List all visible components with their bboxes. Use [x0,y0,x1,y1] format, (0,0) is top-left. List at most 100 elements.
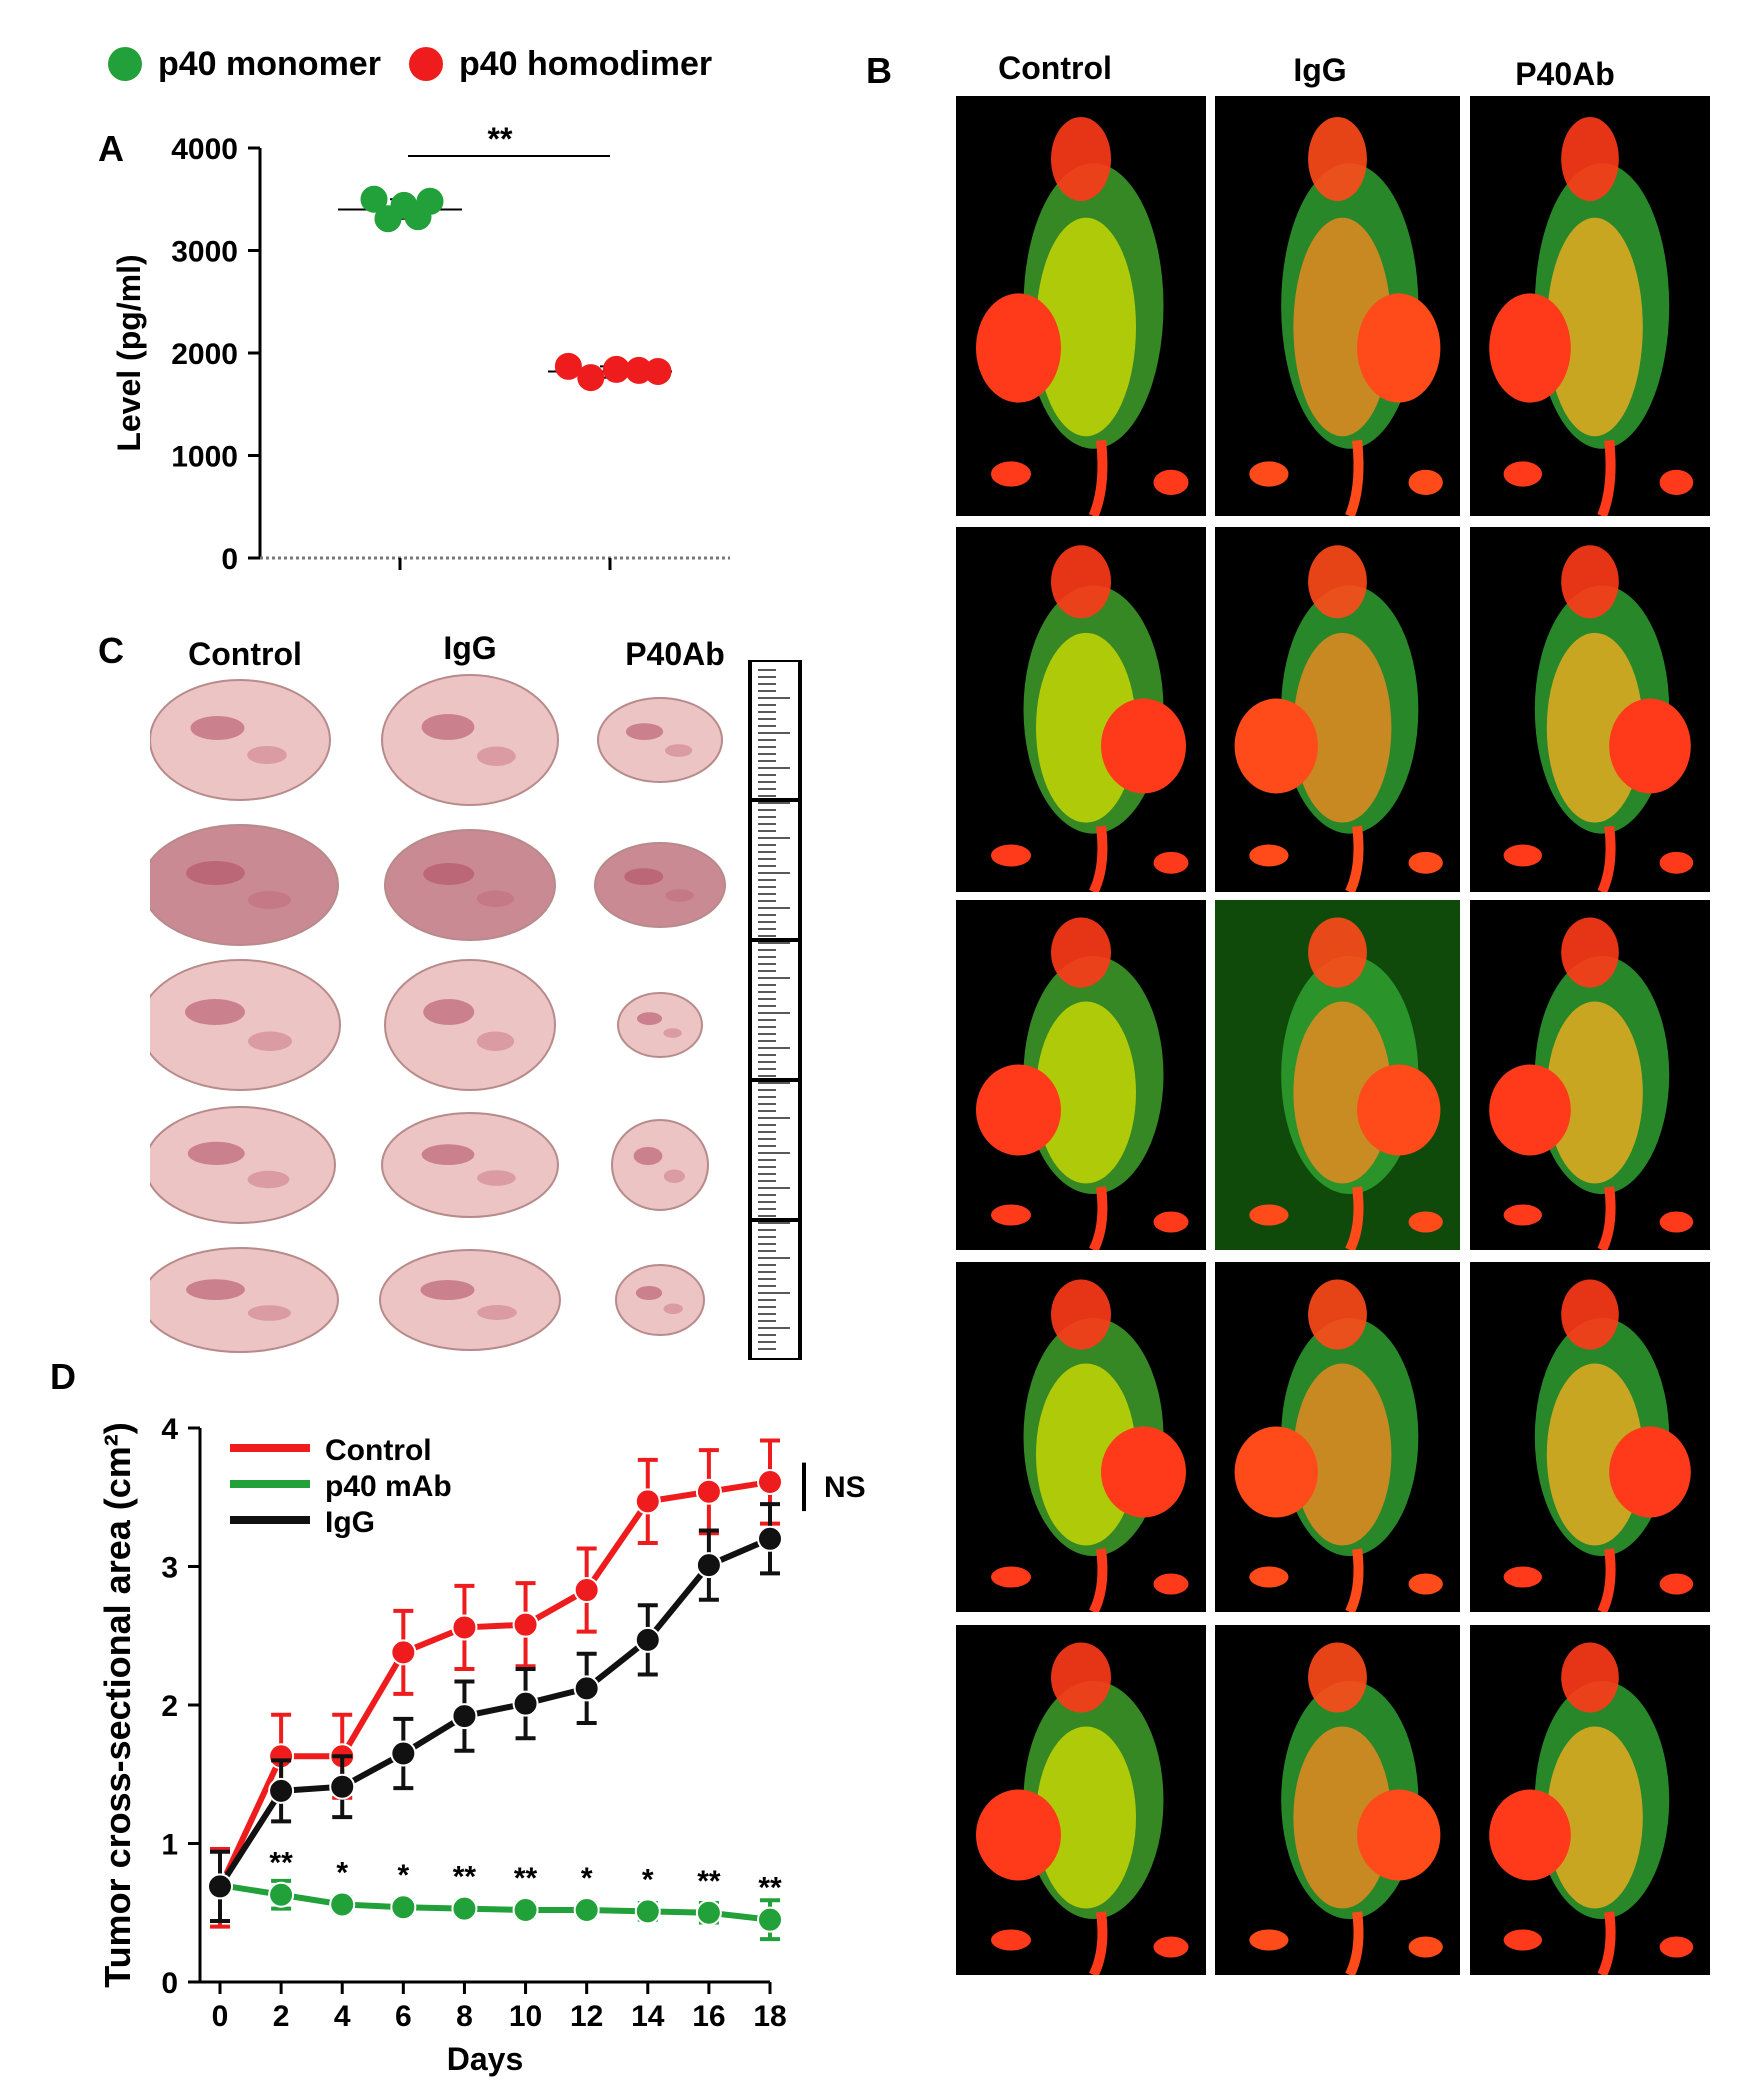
ruler [748,660,802,1360]
mouse-tail [1088,1548,1108,1612]
tumor-specimen [150,959,341,1091]
mouse-paw [1659,1573,1694,1595]
tumor-hemorrhage [476,890,515,907]
series-line [217,1479,771,1890]
tumor-specimen [150,679,331,801]
y-tick-label: 2 [161,1690,178,1723]
tumor-hemorrhage [247,1305,291,1321]
mouse-fluorescence-image [956,1262,1206,1612]
panel-label-a: A [98,128,124,169]
data-point [268,1777,295,1804]
mouse-paw [1408,469,1443,495]
mouse-fluorescence [1293,1363,1392,1546]
tumor-signal [976,1064,1061,1156]
tumor-tissue [150,1247,339,1353]
x-tick-label: 2 [273,2000,290,2033]
mouse-head [1051,545,1111,619]
tumor-tissue [597,697,723,783]
tumor-signal [1357,1789,1441,1881]
data-point [757,1469,783,1496]
mouse-head [1561,117,1619,201]
legend-label-homodimer: p40 homodimer [458,44,713,83]
mouse-fluorescence-image [1215,527,1460,892]
tumor-hemorrhage [635,1286,663,1300]
legend-label: IgG [325,1506,375,1539]
data-point [577,364,605,392]
mouse-tail [1345,825,1364,892]
y-axis-label: Tumor cross-sectional area (cm²) [97,1422,138,1988]
mouse-paw [1408,1211,1443,1233]
mouse-fluorescence [1546,217,1643,437]
mouse-silhouette [1249,1642,1443,1975]
data-point [512,1896,539,1923]
mouse-tail [1088,1911,1108,1975]
tumor-specimen [617,992,703,1058]
mouse-paw [1503,1929,1542,1951]
mouse-paw [1153,851,1189,874]
red-dot-icon [408,47,443,81]
mouse-paw [1659,469,1694,495]
mouse-head [1308,917,1367,988]
mouse-paw [991,1204,1031,1226]
mouse-silhouette [1503,1279,1694,1612]
mouse-head [1561,1642,1619,1713]
mouse-paw [1249,1929,1289,1951]
data-point [695,1552,722,1579]
mouse-paw [1249,1204,1289,1226]
mouse-fluorescence-image [1470,900,1710,1250]
tumor-tissue [617,992,703,1058]
tumor-signal [1234,698,1318,794]
tumor-signal [1489,293,1571,403]
data-point [695,1478,722,1505]
y-tick-label: 1 [161,1829,178,1862]
data-point [390,1639,417,1666]
tumor-hemorrhage [421,1144,475,1165]
mouse-silhouette [976,1642,1189,1975]
mouse-fluorescence-image [1470,96,1710,516]
data-point [695,1899,722,1926]
mouse-paw [1659,1211,1694,1233]
data-point [360,185,388,213]
tumor-hemorrhage [624,868,664,885]
tumor-hemorrhage [477,1170,516,1186]
y-axis-label: Level (pg/ml) [111,254,147,451]
mouse-paw [1408,851,1443,874]
mouse-tail [1597,439,1616,516]
tumor-specimen [150,1247,339,1353]
mouse-head [1051,1642,1111,1713]
tumor-hemorrhage [665,889,694,902]
mouse-fluorescence-image [956,96,1206,516]
mouse-silhouette [1489,117,1694,516]
tumor-signal [1489,1789,1571,1881]
tumor-tissue [384,959,556,1091]
data-point [573,1675,600,1702]
panel-c-header-control: Control [188,636,302,672]
tumor-specimen [384,829,556,941]
x-tick-label: 10 [509,2000,542,2033]
panel-b-header-igg: IgG [1293,52,1347,88]
tumor-hemorrhage [633,1147,663,1165]
tumor-hemorrhage [664,744,693,757]
legend-label: Control [325,1434,432,1467]
data-point [634,1898,661,1925]
tumor-specimen [615,1264,705,1336]
significance-mark: ** [453,1861,477,1894]
mouse-paw [1503,1566,1542,1588]
x-tick-label: 4 [334,2000,351,2033]
tumor-signal [976,1789,1061,1881]
tumor-tissue [150,824,339,946]
legend-label: p40 mAb [325,1470,452,1503]
data-point [757,1525,783,1552]
mouse-silhouette [976,117,1189,516]
tumor-specimen [384,959,556,1091]
tumor-hemorrhage [186,861,245,885]
mouse-paw [1249,844,1289,867]
mouse-head [1308,1279,1367,1350]
mouse-paw [991,461,1031,487]
mouse-fluorescence [1293,632,1392,823]
mouse-fluorescence-image [1215,1262,1460,1612]
y-tick-label: 4000 [171,133,238,166]
top-legend: p40 monomer p40 homodimer [108,40,740,88]
mouse-fluorescence-image [1215,900,1460,1250]
mouse-paw [1408,1936,1443,1958]
